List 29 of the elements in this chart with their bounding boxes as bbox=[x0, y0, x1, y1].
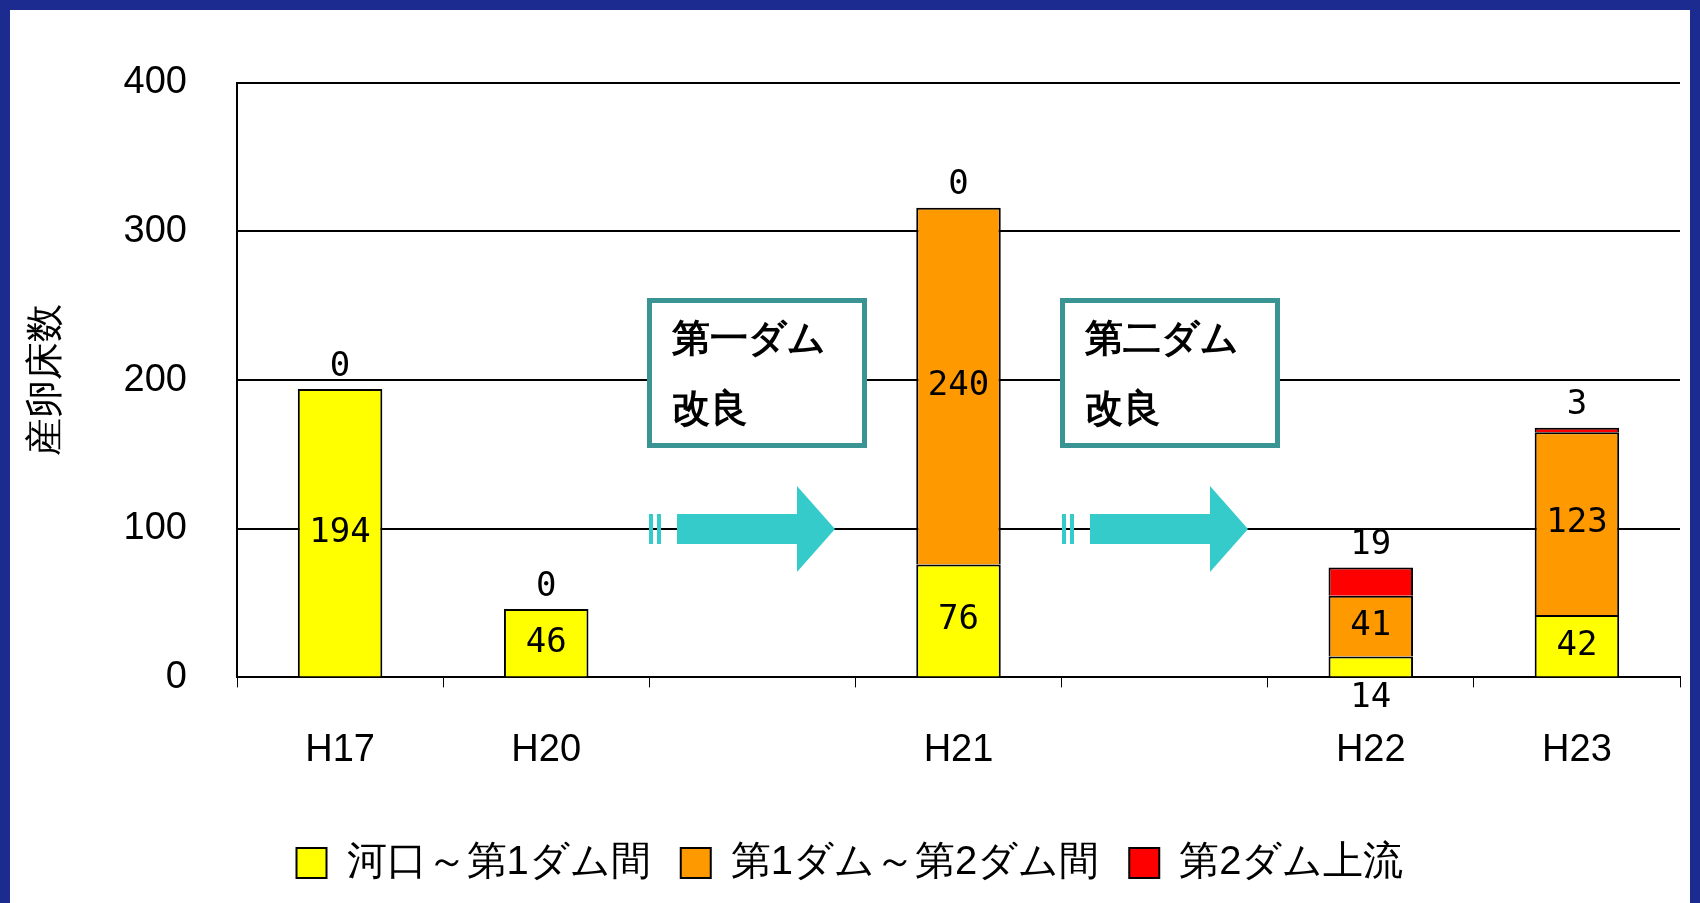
legend-label: 第1ダム～第2ダム間 bbox=[730, 838, 1100, 883]
y-tick-label: 400 bbox=[123, 59, 187, 102]
x-tick-label: H17 bbox=[305, 726, 375, 769]
annotation: 第一ダム改良 bbox=[647, 298, 868, 449]
legend-label: 河口～第1ダム間 bbox=[346, 838, 651, 883]
x-tick-label: H22 bbox=[1335, 726, 1406, 769]
data-label: 41 bbox=[1350, 602, 1392, 643]
data-label: 3 bbox=[1566, 382, 1588, 423]
data-label: 123 bbox=[1546, 500, 1608, 541]
y-tick-label: 200 bbox=[123, 356, 187, 399]
data-label: 76 bbox=[938, 597, 979, 638]
data-label: 0 bbox=[329, 343, 351, 384]
y-tick-label: 0 bbox=[165, 653, 187, 696]
data-label: 240 bbox=[927, 362, 990, 403]
data-label: 14 bbox=[1350, 675, 1392, 716]
data-label: 194 bbox=[309, 509, 371, 550]
data-label: 46 bbox=[525, 619, 567, 660]
data-label: 19 bbox=[1350, 522, 1392, 563]
annotation: 第二ダム改良 bbox=[1059, 298, 1280, 449]
data-label: 0 bbox=[948, 162, 969, 203]
y-axis-title: 産卵床数 bbox=[23, 304, 66, 457]
y-tick-label: 100 bbox=[123, 505, 187, 548]
x-tick-label: H20 bbox=[511, 726, 582, 769]
data-label: 42 bbox=[1556, 622, 1598, 663]
legend-label: 第2ダム上流 bbox=[1179, 838, 1404, 883]
data-label: 0 bbox=[535, 563, 557, 604]
x-tick-label: H21 bbox=[923, 726, 994, 769]
y-tick-label: 300 bbox=[123, 207, 187, 250]
x-tick-label: H23 bbox=[1542, 726, 1612, 769]
